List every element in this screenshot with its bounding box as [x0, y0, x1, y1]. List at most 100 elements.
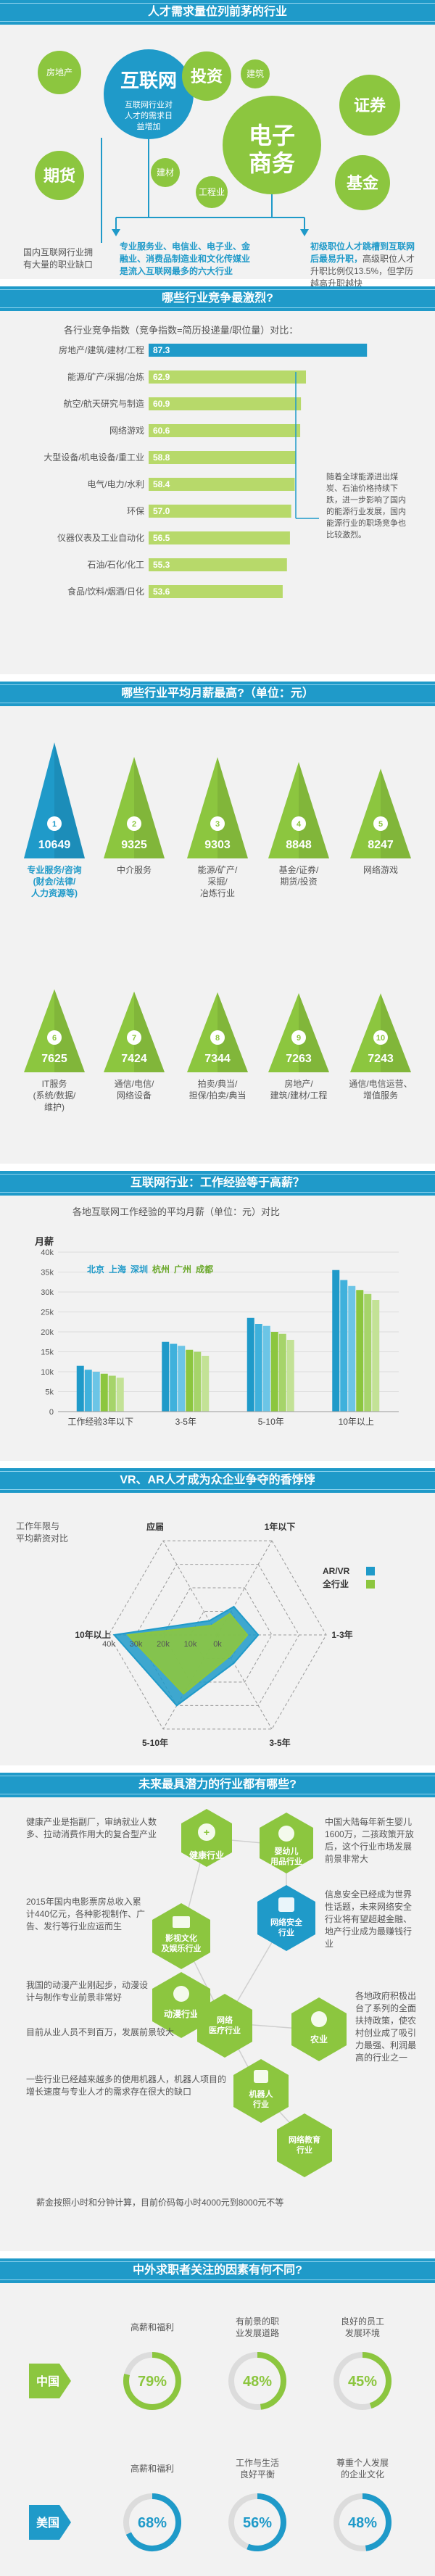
radar-axis-label: 1-3年 — [331, 1629, 352, 1640]
donut-arc — [362, 2352, 392, 2409]
lock-icon — [278, 1897, 294, 1912]
section-competition: 哪些行业竞争最激烈? 各行业竞争指数（竞争指数=简历投递量/职位量）对比： 房地… — [0, 286, 435, 674]
section-salary: 哪些行业平均月薪最高?（单位：元） 1 10649 专业服务/咨询 (财会/法律/人力… — [0, 682, 435, 1164]
y-tick-label: 10k — [41, 1368, 54, 1377]
category-label: 房地产/建筑/建材/工程 — [59, 344, 144, 355]
category-label: 仪器仪表及工业自动化 — [57, 533, 144, 543]
bubble-ecommerce — [223, 96, 321, 194]
value-label: 60.9 — [153, 399, 170, 409]
bar — [92, 1372, 100, 1412]
hex-label: 网络教育 — [289, 2134, 320, 2145]
value-label: 87.3 — [153, 345, 170, 355]
note-right-bold: 初级职位人才跳槽到互联网后最易升职， — [310, 241, 415, 264]
rank-badge — [47, 816, 62, 831]
bubble-label: 电子 — [249, 123, 295, 149]
donut-value: 48% — [243, 2374, 272, 2390]
bubble-label: 工程业 — [199, 186, 225, 197]
factor-label: 业发展道路 — [236, 2327, 279, 2338]
value-label: 62.9 — [153, 372, 170, 382]
donut-value: 48% — [348, 2515, 377, 2531]
industry-label: 网络游戏 — [363, 864, 398, 875]
bubble-label: 建筑 — [246, 68, 264, 79]
bar — [149, 397, 302, 410]
legend-label: 上海 — [109, 1264, 126, 1275]
industry-label: (财会/法律/ — [33, 876, 76, 887]
hex-network: 健康行业 + 婴幼儿 用品行业 影视文化 及娱乐行业 网络安全 行业 — [152, 1809, 347, 2177]
triangle-shade — [381, 993, 411, 1072]
hex-elderly: 网络 医疗行业 — [197, 1994, 252, 2058]
hex-label: 网络 — [217, 2015, 233, 2025]
experience-bar-chart: 月薪 0 5k 10k 15k 20k 25k 30k 35k 40k 北京 上海 深圳 杭州 广州 成都工作… — [34, 1236, 399, 1427]
y-tick-label: 40k — [41, 1248, 54, 1257]
category-label: 航空/航天研究与制造 — [64, 398, 144, 409]
rank-number: 3 — [215, 820, 220, 829]
bar — [149, 558, 287, 571]
legend-label: 全行业 — [322, 1578, 349, 1589]
industry-label: 冶炼行业 — [200, 887, 235, 898]
rank-number: 2 — [132, 820, 136, 829]
salary-value: 9325 — [121, 839, 147, 851]
donut-arc — [123, 2352, 181, 2410]
rank-badge — [291, 816, 306, 831]
radar-tick-label: 40k — [102, 1640, 115, 1649]
value-label: 55.3 — [153, 560, 170, 570]
bar — [262, 1325, 270, 1412]
hex-label: 行业 — [296, 2145, 312, 2155]
industry-label: 专业服务/咨询 — [27, 864, 81, 875]
radar-ylabel-2: 平均薪资对比 — [16, 1533, 69, 1544]
section-header: VR、AR人才成为众企业争夺的香饽饽 — [0, 1468, 435, 1493]
health-icon — [198, 1823, 215, 1841]
country-badge — [29, 2364, 71, 2398]
value-label: 58.8 — [153, 452, 170, 463]
legend-label: 深圳 — [130, 1264, 148, 1275]
radar-axis — [162, 1540, 218, 1636]
x-tick-label: 10年以上 — [339, 1417, 374, 1427]
section-header: 人才需求量位列前茅的行业 — [0, 0, 435, 25]
section-vr-ar: VR、AR人才成为众企业争夺的香饽饽 工作年限与 平均薪资对比 1年以下 1-3年… — [0, 1468, 435, 1765]
x-tick-label: 3-5年 — [175, 1417, 196, 1427]
radar-axis-label: 3-5年 — [269, 1737, 290, 1748]
text-robot: 一些行业已经越来越多的使用机器人，机器人项目的增长速度与专业人才的需求存在很大的… — [26, 2074, 227, 2097]
hex-label: 用品行业 — [270, 1856, 302, 1866]
radar-tick-label: 20k — [157, 1640, 170, 1649]
bar — [170, 1343, 178, 1412]
hex-label: 健康行业 — [189, 1850, 224, 1860]
hex-anime: 动漫行业 — [152, 1972, 210, 2038]
legend-label: 成都 — [196, 1264, 213, 1275]
section-top-demand: 人才需求量位列前茅的行业 房地产 互联网 投资 — [0, 0, 435, 289]
factor-label: 的企业文化 — [341, 2469, 384, 2480]
category-label: 大型设备/机电设备/重工业 — [44, 452, 144, 463]
hex-label: 影视文化 — [165, 1933, 197, 1943]
hex-label: 婴幼儿 — [275, 1846, 299, 1856]
donut-value: 68% — [138, 2515, 167, 2531]
industry-label: 人力资源等) — [31, 887, 78, 898]
salary-value: 7424 — [121, 1053, 147, 1065]
factor-label: 良好平衡 — [240, 2469, 275, 2480]
y-tick-label: 35k — [41, 1269, 54, 1277]
bubble-label: 期货 — [44, 167, 75, 185]
industry-label: 担保/拍卖/典当 — [189, 1090, 246, 1101]
radar-axis-label: 应届 — [146, 1521, 164, 1532]
bar — [178, 1346, 186, 1412]
vr-radar-chart: 1年以下 1-3年 3-5年 5-10年 10年以上 应届 0k 10k 20k 30k 40k AR… — [75, 1521, 375, 1748]
country-badge — [29, 2505, 71, 2540]
section-title: 哪些行业竞争最激烈? — [162, 292, 273, 305]
factor-label: 工作与生活 — [236, 2458, 279, 2468]
hex-label: 动漫行业 — [164, 2008, 199, 2019]
film-icon — [173, 1916, 190, 1928]
donut-arc — [257, 2352, 286, 2410]
industry-label: 期货/投资 — [280, 876, 317, 887]
legend-label: AR/VR — [323, 1566, 350, 1576]
bar — [254, 1324, 262, 1412]
bar — [84, 1370, 92, 1412]
factor-label: 有前景的职 — [236, 2316, 279, 2327]
industry-label: 采掘/ — [207, 876, 228, 887]
salary-value: 8848 — [286, 839, 312, 851]
bubble-building — [241, 59, 270, 88]
text-health: 健康产业是指副厂，审纳就业人数多、拉动消费作用大的复合型产业 — [26, 1817, 157, 1839]
industry-label: 网络设备 — [117, 1090, 152, 1101]
section-header: 未来最具潜力的行业都有哪些? — [0, 1773, 435, 1797]
bar — [100, 1373, 108, 1412]
hex-security: 网络安全 行业 — [257, 1885, 315, 1951]
legend-label: 北京 — [87, 1264, 104, 1275]
